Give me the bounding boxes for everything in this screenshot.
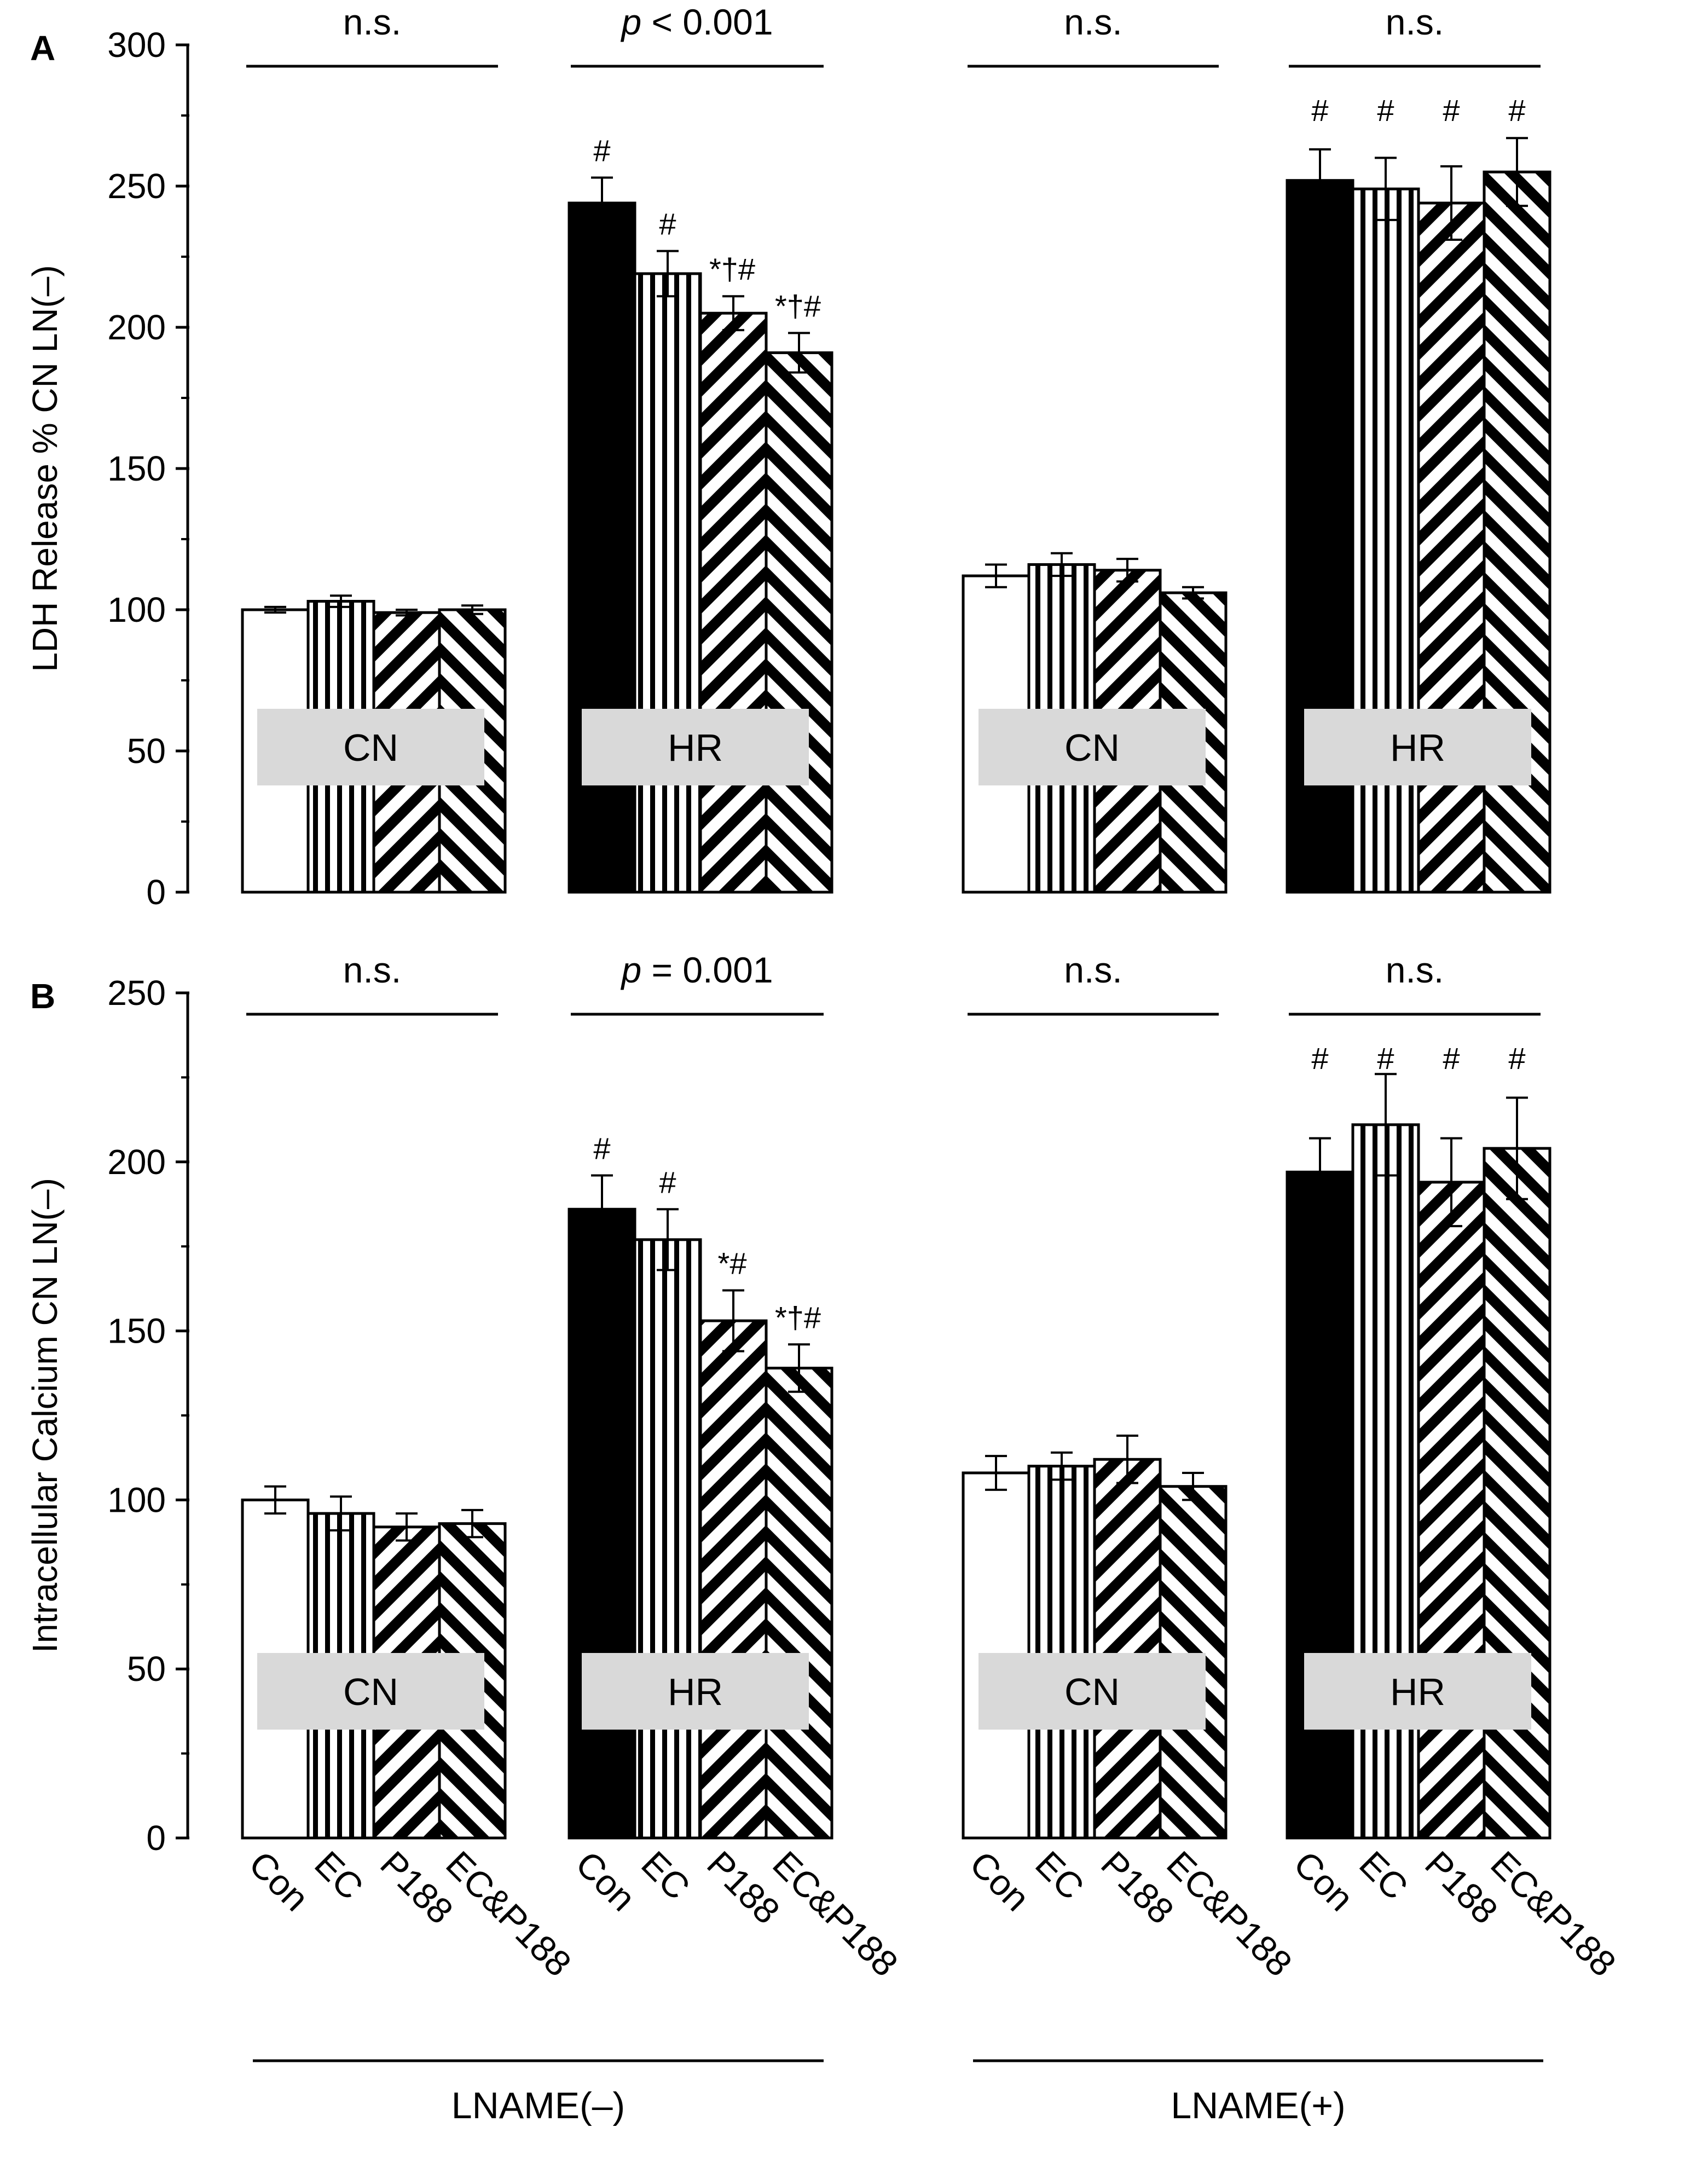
condition-label-box [582, 1653, 809, 1730]
condition-label: HR [668, 726, 723, 769]
p-symbol: p [620, 2, 641, 42]
category-label: EC&P188 [1483, 1843, 1624, 1984]
condition-label-box [1304, 1653, 1531, 1730]
condition-label-box [582, 709, 809, 785]
category-label: P188 [373, 1843, 461, 1932]
category-label: EC [1352, 1843, 1416, 1907]
significance-mark: # [659, 1165, 676, 1199]
condition-label: CN [343, 726, 398, 769]
panel-a: A 0 50 100 150 200 250 300 LDH Release % CN LN(–… [25, 2, 1551, 912]
condition-label-box [979, 1653, 1206, 1730]
y-tick-label: 300 [107, 25, 166, 65]
significance-mark: # [593, 134, 610, 168]
condition-label-box [257, 1653, 484, 1730]
condition-label-box [979, 709, 1206, 785]
category-label: EC&P188 [765, 1843, 906, 1984]
category-label: Con [962, 1843, 1038, 1919]
category-label: Con [568, 1843, 644, 1919]
significance-mark: # [1377, 1041, 1394, 1076]
condition-label: HR [668, 1670, 723, 1713]
comparison-result: p < 0.001 [620, 2, 773, 42]
comparison-result: n.s. [1386, 950, 1444, 990]
y-tick-label: 0 [146, 1818, 166, 1858]
condition-label: CN [1064, 1670, 1120, 1713]
y-axis-title: LDH Release % CN LN(–) [25, 265, 65, 672]
y-axis-title: Intracellular Calcium CN LN(–) [25, 1178, 65, 1653]
panel-b: B 0 50 100 150 200 250 Intracellular Calcium CN… [25, 950, 1551, 1858]
condition-label: HR [1390, 726, 1445, 769]
panel-label: A [30, 28, 55, 68]
y-tick-label: 100 [107, 1480, 166, 1519]
bar [1417, 201, 1486, 894]
y-tick-label: 250 [107, 973, 166, 1013]
bar [699, 1319, 768, 1840]
y-tick-label: 200 [107, 308, 166, 347]
significance-mark: # [1443, 93, 1460, 128]
significance-mark: # [1508, 93, 1525, 128]
significance-mark: # [659, 207, 676, 241]
significance-mark: # [593, 1131, 610, 1166]
group-label: LNAME(–) [451, 2085, 625, 2126]
condition-label: CN [1064, 726, 1120, 769]
significance-mark: # [1311, 1041, 1328, 1076]
comparison-result: n.s. [1064, 2, 1122, 42]
bar [1351, 187, 1420, 894]
comparison-result: n.s. [343, 2, 401, 42]
condition-label: CN [343, 1670, 398, 1713]
p-symbol: p [620, 950, 641, 990]
significance-mark: # [1443, 1041, 1460, 1076]
category-label: EC [1028, 1843, 1092, 1907]
category-label: P188 [1093, 1843, 1182, 1932]
bar [765, 1367, 833, 1840]
bar [1093, 1458, 1162, 1840]
y-tick-label: 200 [107, 1142, 166, 1182]
y-tick-label: 250 [107, 166, 166, 206]
significance-mark: *†# [775, 1300, 821, 1334]
y-tick-label: 50 [127, 731, 166, 771]
y-tick-label: 50 [127, 1649, 166, 1689]
category-label: P188 [1417, 1843, 1506, 1932]
bar [1417, 1181, 1486, 1840]
p-value: = 0.001 [641, 950, 773, 990]
comparison-result: n.s. [343, 950, 401, 990]
y-tick-label: 150 [107, 1311, 166, 1351]
group-label: LNAME(+) [1171, 2085, 1345, 2126]
comparison-result: n.s. [1064, 950, 1122, 990]
bar [568, 201, 636, 894]
category-label: Con [1286, 1843, 1362, 1919]
bar [699, 311, 768, 894]
bar [1286, 1170, 1354, 1840]
condition-label: HR [1390, 1670, 1445, 1713]
comparison-result: n.s. [1386, 2, 1444, 42]
bar [765, 351, 833, 894]
category-label: EC [634, 1843, 698, 1907]
category-label: P188 [699, 1843, 788, 1932]
bar [633, 1238, 702, 1840]
condition-label-box [1304, 709, 1531, 785]
y-tick-label: 0 [146, 872, 166, 912]
condition-label-box [257, 709, 484, 785]
panel-label: B [30, 976, 55, 1016]
category-label: Con [241, 1843, 317, 1919]
bar [1027, 1465, 1096, 1840]
bar [1483, 1147, 1551, 1840]
comparison-result: p = 0.001 [620, 950, 773, 990]
bar [633, 272, 702, 894]
significance-mark: # [1311, 93, 1328, 128]
significance-mark: *†# [709, 252, 755, 286]
significance-mark: *# [718, 1246, 747, 1280]
category-label: EC&P188 [1159, 1843, 1300, 1984]
category-label: EC&P188 [438, 1843, 579, 1984]
y-tick-label: 100 [107, 590, 166, 629]
category-label: EC [307, 1843, 371, 1907]
p-value: < 0.001 [641, 2, 773, 42]
significance-mark: *†# [775, 288, 821, 323]
y-tick-label: 150 [107, 449, 166, 488]
bar [1351, 1123, 1420, 1840]
bar [568, 1207, 636, 1840]
significance-mark: # [1508, 1041, 1525, 1076]
significance-mark: # [1377, 93, 1394, 128]
